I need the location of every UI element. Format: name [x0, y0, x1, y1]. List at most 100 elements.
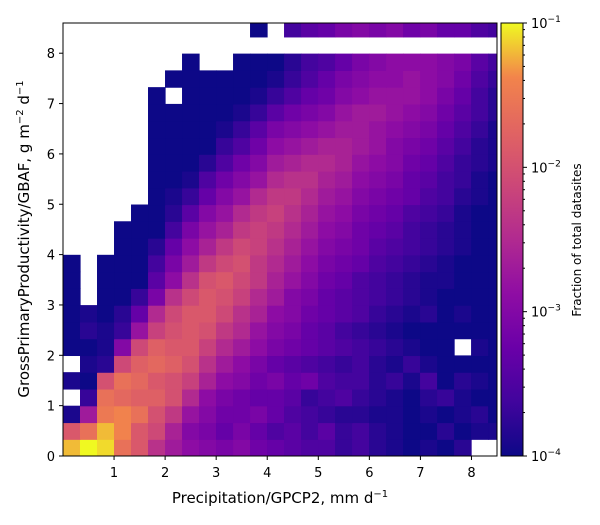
heatmap-cell — [488, 288, 497, 306]
heatmap-cell — [63, 321, 81, 340]
heatmap-cell — [454, 355, 472, 373]
heatmap-cell — [250, 305, 268, 323]
heatmap-cell — [437, 338, 455, 357]
heatmap-cell — [182, 388, 200, 407]
heatmap-cell — [420, 23, 438, 38]
heatmap-cell — [335, 372, 353, 390]
heatmap-cell — [250, 372, 268, 390]
heatmap-cell — [335, 388, 353, 407]
heatmap-cell — [454, 254, 472, 273]
heatmap-cell — [148, 372, 166, 390]
heatmap-cell — [182, 87, 200, 105]
heatmap-cell — [403, 355, 421, 373]
heatmap-cell — [352, 170, 370, 189]
heatmap-cell — [352, 405, 370, 424]
heatmap-cell — [301, 23, 319, 38]
heatmap-cell — [267, 154, 285, 172]
heatmap-cell — [437, 204, 455, 222]
heatmap-cell — [318, 87, 336, 105]
heatmap-cell — [267, 388, 285, 407]
heatmap-cell — [437, 405, 455, 424]
heatmap-cell — [199, 204, 217, 222]
heatmap-cell — [318, 439, 336, 456]
heatmap-cell — [318, 221, 336, 239]
heatmap-cell — [165, 221, 183, 239]
heatmap-cell — [437, 170, 455, 189]
heatmap-cell — [250, 103, 268, 122]
heatmap-cell — [352, 23, 370, 38]
heatmap-cell — [471, 372, 489, 390]
heatmap-cell — [437, 321, 455, 340]
heatmap-cell — [471, 137, 489, 155]
heatmap-cell — [488, 355, 497, 373]
heatmap-cell — [250, 70, 268, 88]
heatmap-cell — [284, 271, 302, 289]
heatmap-cell — [131, 355, 149, 373]
heatmap-cell — [471, 254, 489, 273]
heatmap-cell — [454, 238, 472, 256]
heatmap-cell — [454, 187, 472, 206]
heatmap-cell — [437, 120, 455, 139]
heatmap-cell — [454, 154, 472, 172]
heatmap-cell — [420, 321, 438, 340]
heatmap-cell — [471, 170, 489, 189]
heatmap-cell — [114, 355, 132, 373]
heatmap-cell — [369, 355, 387, 373]
heatmap-cell — [437, 254, 455, 273]
heatmap-cell — [216, 422, 234, 440]
heatmap-cell — [488, 238, 497, 256]
heatmap-cell — [131, 439, 149, 456]
heatmap-cell — [165, 271, 183, 289]
heatmap-cell — [386, 221, 404, 239]
heatmap-cell — [182, 254, 200, 273]
heatmap-cell — [148, 238, 166, 256]
heatmap-cell — [216, 405, 234, 424]
heatmap-cell — [114, 238, 132, 256]
heatmap-cell — [233, 321, 251, 340]
heatmap-cell — [233, 170, 251, 189]
heatmap-cell — [216, 254, 234, 273]
heatmap-cell — [454, 439, 472, 456]
heatmap-cell — [403, 23, 421, 38]
heatmap-cell — [267, 338, 285, 357]
heatmap-cell — [267, 288, 285, 306]
heatmap-cell — [97, 321, 115, 340]
heatmap-cell — [165, 439, 183, 456]
heatmap-cell — [284, 388, 302, 407]
heatmap-cell — [216, 271, 234, 289]
heatmap-cell — [369, 372, 387, 390]
heatmap-cell — [165, 154, 183, 172]
heatmap-cell — [97, 439, 115, 456]
heatmap-cell — [352, 137, 370, 155]
heatmap-cell — [114, 271, 132, 289]
heatmap-cell — [267, 355, 285, 373]
heatmap-cell — [199, 388, 217, 407]
heatmap-cell — [488, 154, 497, 172]
heatmap-cell — [80, 305, 98, 323]
heatmap-cell — [165, 70, 183, 88]
heatmap-cell — [454, 170, 472, 189]
x-tick-label: 4 — [263, 466, 271, 481]
heatmap-cell — [233, 355, 251, 373]
heatmap-cell — [454, 288, 472, 306]
heatmap-cell — [148, 103, 166, 122]
heatmap-cell — [454, 221, 472, 239]
heatmap-cell — [233, 338, 251, 357]
heatmap-cell — [403, 321, 421, 340]
heatmap-cell — [301, 87, 319, 105]
colorbar-tick-label: 10−4 — [531, 448, 561, 465]
heatmap-cell — [403, 204, 421, 222]
heatmap-cell — [148, 422, 166, 440]
heatmap-cell — [114, 405, 132, 424]
heatmap-cell — [267, 254, 285, 273]
colorbar: 10−1 10−2 10−3 10−4 Fraction of total datas… — [500, 15, 584, 465]
heatmap-cell — [420, 271, 438, 289]
heatmap-cell — [403, 422, 421, 440]
heatmap-cell — [301, 338, 319, 357]
heatmap-cell — [182, 305, 200, 323]
heatmap-cell — [335, 355, 353, 373]
colorbar-tick-label: 10−1 — [531, 15, 561, 32]
heatmap-cell — [216, 103, 234, 122]
heatmap-cell — [386, 154, 404, 172]
heatmap-cell — [454, 422, 472, 440]
